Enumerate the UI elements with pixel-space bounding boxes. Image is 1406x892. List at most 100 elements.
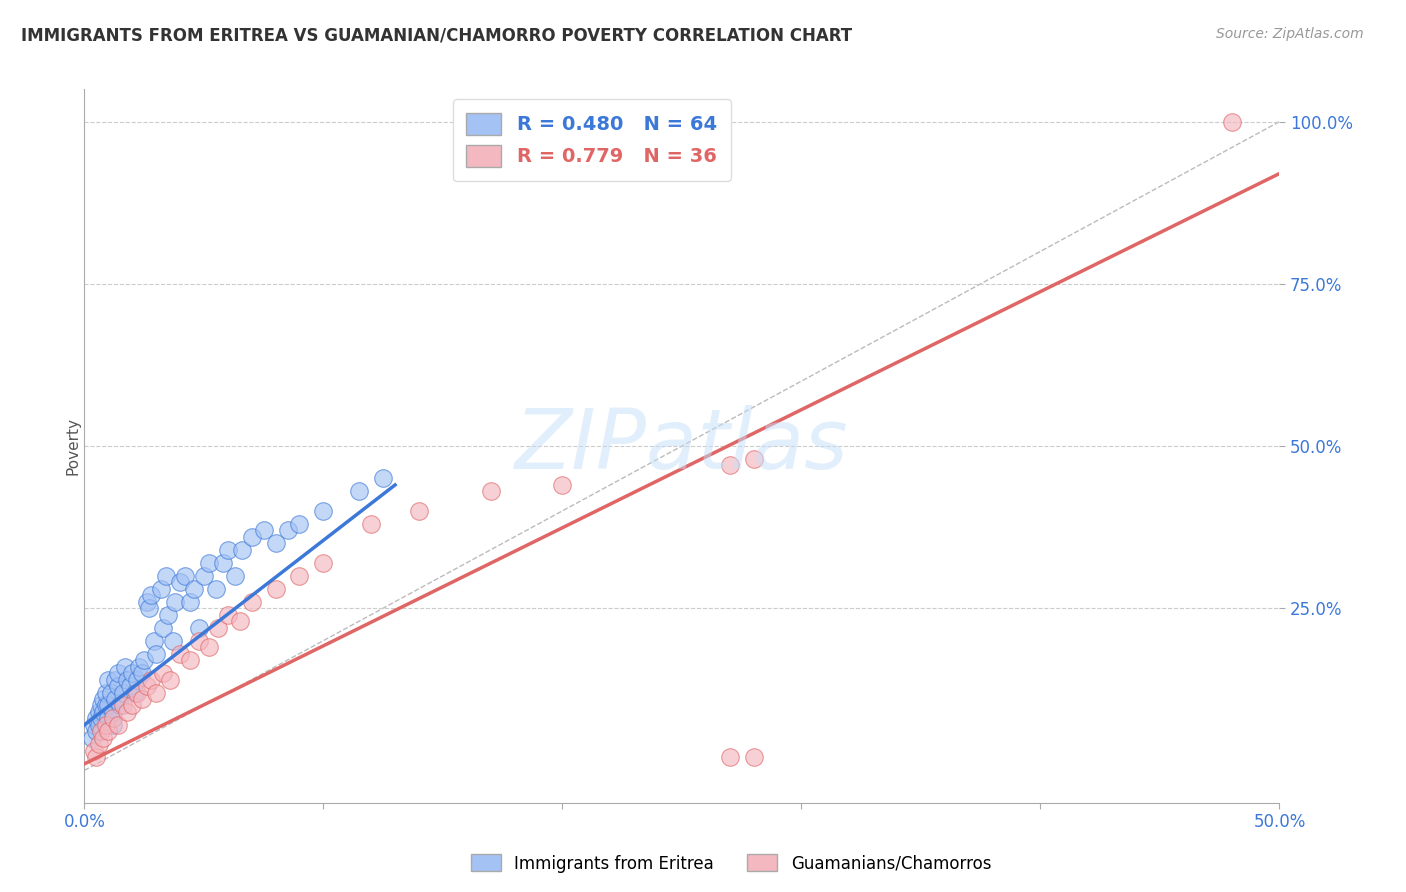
Point [157,607,180,622]
Point [94,718,117,732]
Point [121,666,143,681]
Legend: R = 0.480   N = 64, R = 0.779   N = 36: R = 0.480 N = 64, R = 0.779 N = 36 [453,99,731,181]
Point [118,679,141,693]
Point [93,692,115,706]
Point [90,711,112,725]
Point [110,698,132,713]
Point [135,679,157,693]
Point [360,516,382,531]
Point [86,711,108,725]
Point [90,724,112,739]
Point [264,536,287,550]
Point [479,484,502,499]
Point [142,633,165,648]
Y-axis label: Poverty: Poverty [66,417,80,475]
Point [373,471,395,485]
Point [742,750,765,764]
Point [240,530,263,544]
Point [217,542,239,557]
Point [101,718,124,732]
Point [101,711,124,725]
Point [152,621,174,635]
Point [277,524,299,538]
Point [80,731,103,745]
Point [93,705,115,719]
Point [86,750,108,764]
Point [135,595,157,609]
Point [169,647,191,661]
Text: IMMIGRANTS FROM ERITREA VS GUAMANIAN/CHAMORRO POVERTY CORRELATION CHART: IMMIGRANTS FROM ERITREA VS GUAMANIAN/CHA… [21,27,852,45]
Point [253,524,276,538]
Point [551,478,574,492]
Point [288,568,311,582]
Point [188,633,211,648]
Point [1220,114,1243,128]
Point [107,679,129,693]
Point [193,568,215,582]
Point [197,556,219,570]
Point [104,673,127,687]
Point [288,516,311,531]
Text: ZIPatlas: ZIPatlas [515,406,849,486]
Point [179,595,201,609]
Point [141,673,163,687]
Point [264,582,287,596]
Point [217,607,239,622]
Point [229,614,252,628]
Legend: Immigrants from Eritrea, Guamanians/Chamorros: Immigrants from Eritrea, Guamanians/Cham… [464,847,998,880]
Point [128,659,150,673]
Point [100,685,122,699]
Point [114,659,136,673]
Point [152,666,174,681]
Point [224,568,246,582]
Point [101,705,124,719]
Point [94,698,117,713]
Point [212,556,235,570]
Point [111,698,134,713]
Text: Source: ZipAtlas.com: Source: ZipAtlas.com [1216,27,1364,41]
Point [83,718,105,732]
Point [93,731,115,745]
Point [125,673,148,687]
Point [742,452,765,467]
Point [97,724,120,739]
Point [718,750,741,764]
Point [83,744,105,758]
Point [138,601,160,615]
Point [90,698,112,713]
Point [107,718,129,732]
Point [124,685,146,699]
Point [86,724,108,739]
Point [312,556,335,570]
Point [312,504,335,518]
Point [183,582,205,596]
Point [408,504,430,518]
Point [97,711,120,725]
Point [165,595,187,609]
Point [94,685,117,699]
Point [145,685,167,699]
Point [173,568,195,582]
Point [87,738,110,752]
Point [132,653,156,667]
Point [131,692,153,706]
Point [159,673,181,687]
Point [155,568,177,582]
Point [141,588,163,602]
Point [197,640,219,654]
Point [131,666,153,681]
Point [349,484,371,499]
Point [107,666,129,681]
Point [718,458,741,473]
Point [97,698,120,713]
Point [87,718,110,732]
Point [205,582,228,596]
Point [149,582,172,596]
Point [145,647,167,661]
Point [117,673,139,687]
Point [240,595,263,609]
Point [97,673,120,687]
Point [104,692,127,706]
Point [87,705,110,719]
Point [169,575,191,590]
